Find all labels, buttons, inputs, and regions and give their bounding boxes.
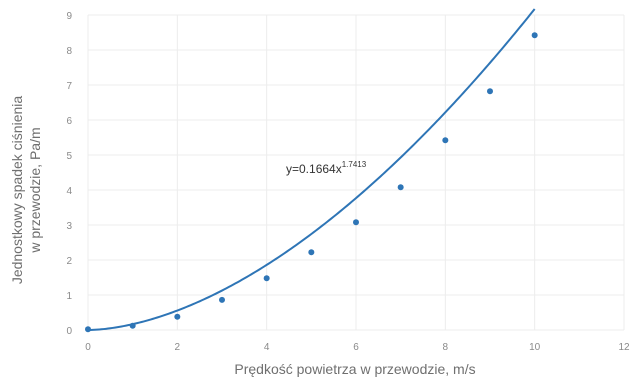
x-axis-ticks: 0 2 4 6 8 10 12 [85, 342, 630, 353]
y-tick-label: 5 [66, 151, 72, 162]
data-point [263, 275, 270, 282]
x-tick-label: 10 [529, 342, 541, 353]
data-point [219, 296, 225, 303]
y-axis-title-line1: Jednostkowy spadek ciśnienia [9, 96, 25, 285]
y-tick-label: 1 [66, 291, 72, 302]
x-tick-label: 0 [85, 342, 91, 353]
x-tick-label: 2 [175, 342, 181, 353]
data-point [174, 313, 181, 320]
y-tick-label: 2 [66, 256, 72, 267]
x-axis-title: Prędkość powietrza w przewodzie, m/s [234, 361, 475, 377]
y-tick-label: 8 [66, 46, 72, 57]
x-tick-label: 8 [443, 342, 449, 353]
y-axis-ticks: 0 1 2 3 4 5 6 7 8 9 [66, 11, 72, 337]
data-point [308, 249, 315, 256]
y-tick-label: 4 [66, 186, 72, 197]
trendline [87, 8, 536, 331]
trendline-equation-base: y=0.1664x [286, 162, 342, 176]
data-point [442, 137, 449, 144]
x-tick-label: 12 [618, 342, 630, 353]
y-axis-title-line2: w przewodzie, Pa/m [27, 127, 43, 253]
y-tick-label: 0 [66, 326, 72, 337]
data-point [397, 184, 404, 191]
y-axis-title: Jednostkowy spadek ciśnienia w przewodzi… [9, 96, 43, 285]
x-tick-label: 4 [264, 342, 270, 353]
data-points [85, 32, 538, 333]
y-tick-label: 7 [66, 81, 72, 92]
y-tick-label: 6 [66, 116, 72, 127]
data-point [487, 88, 493, 95]
data-point [129, 322, 136, 329]
gridlines [87, 14, 625, 331]
y-tick-label: 9 [66, 11, 72, 22]
y-tick-label: 3 [66, 221, 72, 232]
data-point [353, 219, 359, 226]
trendline-equation: y=0.1664x1.7413 [286, 160, 367, 176]
data-point [531, 32, 538, 39]
trendline-equation-exponent: 1.7413 [342, 160, 367, 169]
x-tick-label: 6 [353, 342, 359, 353]
data-point [85, 326, 91, 333]
